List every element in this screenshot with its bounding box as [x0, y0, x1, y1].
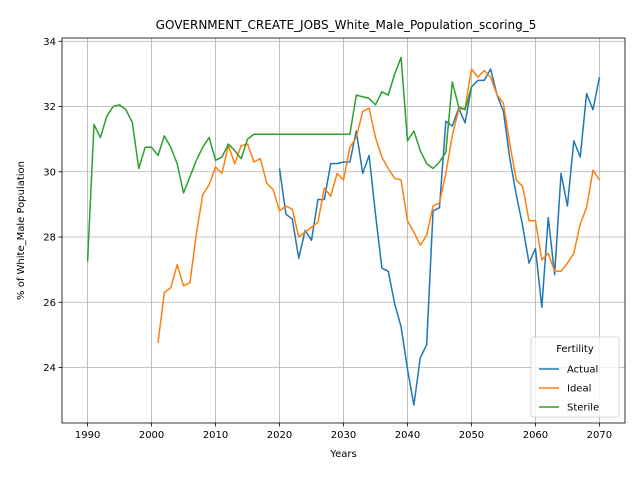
x-tick-label: 2030 [331, 430, 356, 441]
series-line-sterile [86, 56, 473, 262]
y-tick-label: 30 [43, 167, 56, 178]
x-tick-label: 2060 [523, 430, 548, 441]
legend-label-sterile: Sterile [567, 403, 599, 414]
legend-label-actual: Actual [567, 365, 598, 376]
x-tick-label: 2010 [203, 430, 228, 441]
y-tick-label: 28 [43, 233, 56, 244]
axis-ticks: 1990 2000 2010 2020 2030 2040 2050 2060 2070 24 26… [43, 37, 612, 441]
y-tick-label: 32 [43, 102, 56, 113]
y-tick-label: 26 [43, 298, 56, 309]
y-tick-label: 34 [43, 37, 56, 48]
x-tick-label: 2020 [267, 430, 292, 441]
x-tick-label: 1990 [75, 430, 100, 441]
y-tick-label: 24 [43, 363, 56, 374]
x-tick-label: 2070 [587, 430, 612, 441]
series-lines [86, 56, 601, 406]
legend: Fertility Actual Ideal Sterile [530, 336, 620, 418]
x-axis-label: Years [329, 449, 356, 460]
x-tick-label: 2000 [139, 430, 164, 441]
y-axis-label: % of White_Male Population [16, 161, 27, 300]
legend-title: Fertility [556, 344, 594, 355]
chart-title: GOVERNMENT_CREATE_JOBS_White_Male_Popula… [156, 18, 537, 32]
x-tick-label: 2050 [459, 430, 484, 441]
x-tick-label: 2040 [395, 430, 420, 441]
series-line-actual [278, 68, 601, 406]
legend-label-ideal: Ideal [567, 384, 591, 395]
series-line-ideal [157, 68, 601, 344]
legend-box [530, 336, 620, 418]
